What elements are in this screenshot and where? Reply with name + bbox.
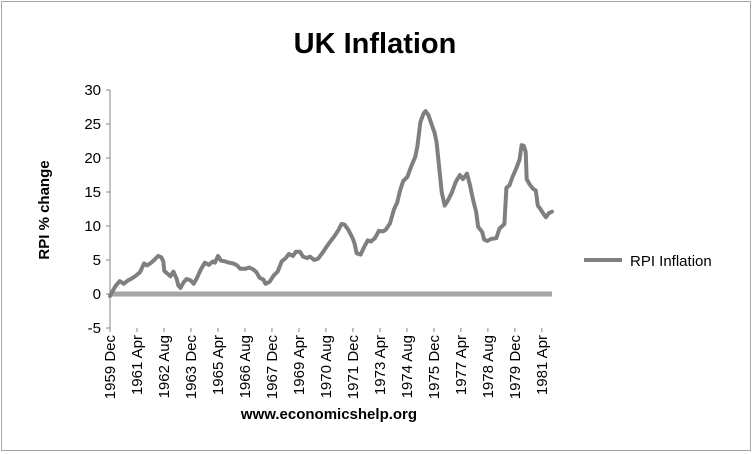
y-tick-label: 10	[84, 218, 101, 235]
series-line-rpi-inflation	[108, 109, 554, 298]
y-tick-label: -5	[88, 320, 101, 337]
chart-title: UK Inflation	[294, 28, 457, 60]
y-axis-ticks: -5 0 5 10 15 20 25 30	[84, 82, 110, 337]
x-tick-label: 1961 Apr	[129, 335, 146, 395]
x-axis-label: www.economicshelp.org	[240, 406, 417, 423]
x-tick-label: 1969 Apr	[291, 335, 308, 395]
y-tick-label: 5	[93, 252, 101, 269]
x-tick-label: 1965 Apr	[210, 335, 227, 395]
y-tick-label: 15	[84, 184, 101, 201]
x-tick-label: 1981 Apr	[534, 335, 551, 395]
y-tick-label: 25	[84, 116, 101, 133]
x-tick-label: 1971 Dec	[345, 335, 362, 400]
x-tick-label: 1959 Dec	[102, 335, 119, 400]
y-axis-label: RPI % change	[36, 160, 53, 259]
legend-label-rpi-inflation: RPI Inflation	[630, 253, 712, 270]
x-tick-label: 1966 Aug	[237, 335, 254, 398]
x-tick-label: 1962 Aug	[156, 335, 173, 398]
x-tick-label: 1973 Apr	[372, 335, 389, 395]
x-tick-label: 1967 Dec	[264, 335, 281, 400]
legend: RPI Inflation	[584, 253, 712, 270]
x-tick-label: 1977 Apr	[453, 335, 470, 395]
y-tick-label: 30	[84, 82, 101, 99]
y-tick-label: 20	[84, 150, 101, 167]
x-tick-label: 1975 Dec	[426, 335, 443, 400]
x-tick-label: 1978 Aug	[480, 335, 497, 398]
x-tick-label: 1974 Aug	[399, 335, 416, 398]
x-tick-label: 1963 Dec	[183, 335, 200, 400]
x-axis-ticks: 1959 Dec 1961 Apr 1962 Aug 1963 Dec 1965 Apr…	[102, 328, 551, 399]
x-tick-label: 1970 Aug	[318, 335, 335, 398]
x-tick-label: 1979 Dec	[507, 335, 524, 400]
y-tick-label: 0	[93, 286, 101, 303]
